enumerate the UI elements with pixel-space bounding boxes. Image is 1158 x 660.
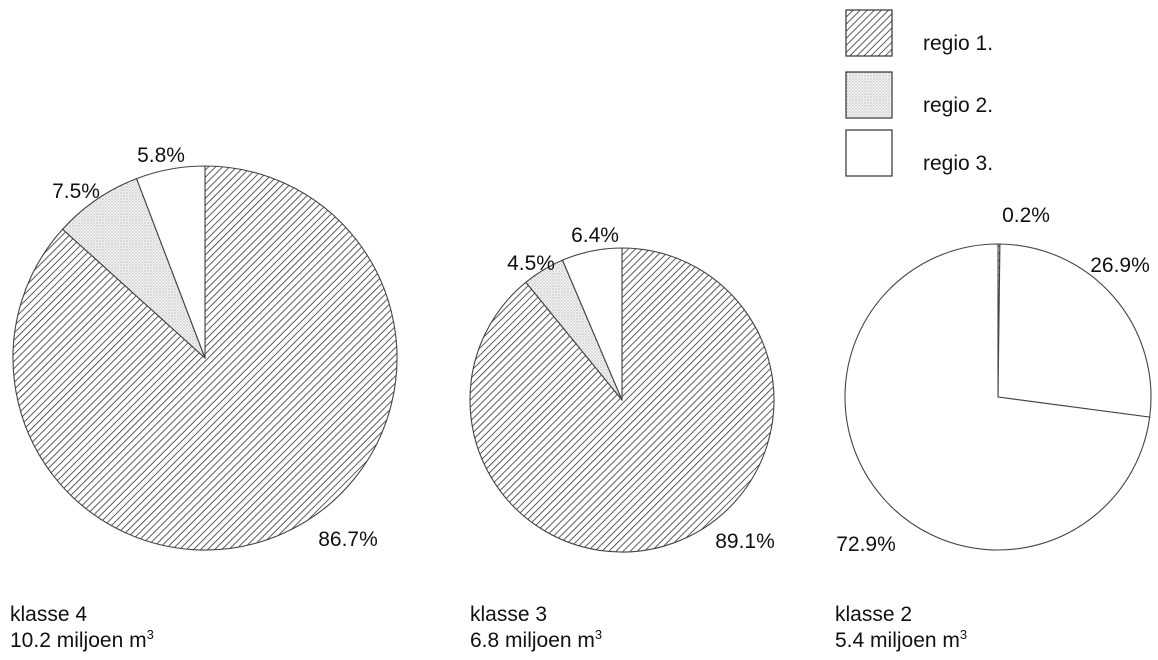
slice-label: 5.8% — [137, 144, 185, 167]
slice-label: 6.4% — [571, 224, 619, 247]
caption-total: 5.4 miljoen m3 — [835, 627, 968, 652]
slice-label: 72.9% — [836, 533, 896, 556]
caption-total: 10.2 miljoen m3 — [10, 627, 154, 652]
slice-label: 7.5% — [52, 180, 100, 203]
legend: regio 1. regio 2. regio 3. — [845, 9, 993, 177]
caption-klasse-4: klasse 4 10.2 miljoen m3 — [10, 602, 154, 654]
caption-title: klasse 3 — [470, 603, 548, 626]
slice-label: 4.5% — [507, 252, 555, 275]
caption-total: 6.8 miljoen m3 — [470, 627, 603, 652]
caption-klasse-3: klasse 3 6.8 miljoen m3 — [470, 602, 602, 654]
caption-title: klasse 4 — [10, 603, 88, 626]
caption-title: klasse 2 — [835, 603, 913, 626]
legend-swatch — [845, 9, 893, 57]
legend-swatch — [845, 129, 893, 177]
pie-slice — [997, 243, 1152, 418]
legend-label: regio 3. — [923, 152, 993, 175]
pie-klasse-3: 89.1% 4.5% 6.4% — [469, 224, 775, 553]
slice-label: 86.7% — [318, 528, 378, 551]
legend-item: regio 3. — [845, 129, 993, 177]
legend-item: regio 2. — [845, 71, 993, 119]
caption-klasse-2: klasse 2 5.4 miljoen m3 — [835, 602, 967, 654]
legend-label: regio 1. — [923, 32, 993, 55]
pie-klasse-2: 0.2% 26.9% 72.9% — [836, 204, 1152, 556]
legend-item: regio 1. — [845, 9, 993, 57]
pie-klasse-4: 86.7% 7.5% 5.8% — [12, 144, 398, 551]
pie-slice — [561, 247, 623, 401]
slice-label: 89.1% — [715, 530, 775, 553]
legend-swatch — [845, 71, 893, 119]
slice-label: 26.9% — [1090, 254, 1150, 277]
pie-slice — [135, 165, 206, 359]
slice-label: 0.2% — [1002, 204, 1050, 227]
pie-slice — [844, 243, 1151, 551]
pie-slice — [469, 247, 775, 553]
legend-label: regio 2. — [923, 94, 993, 117]
